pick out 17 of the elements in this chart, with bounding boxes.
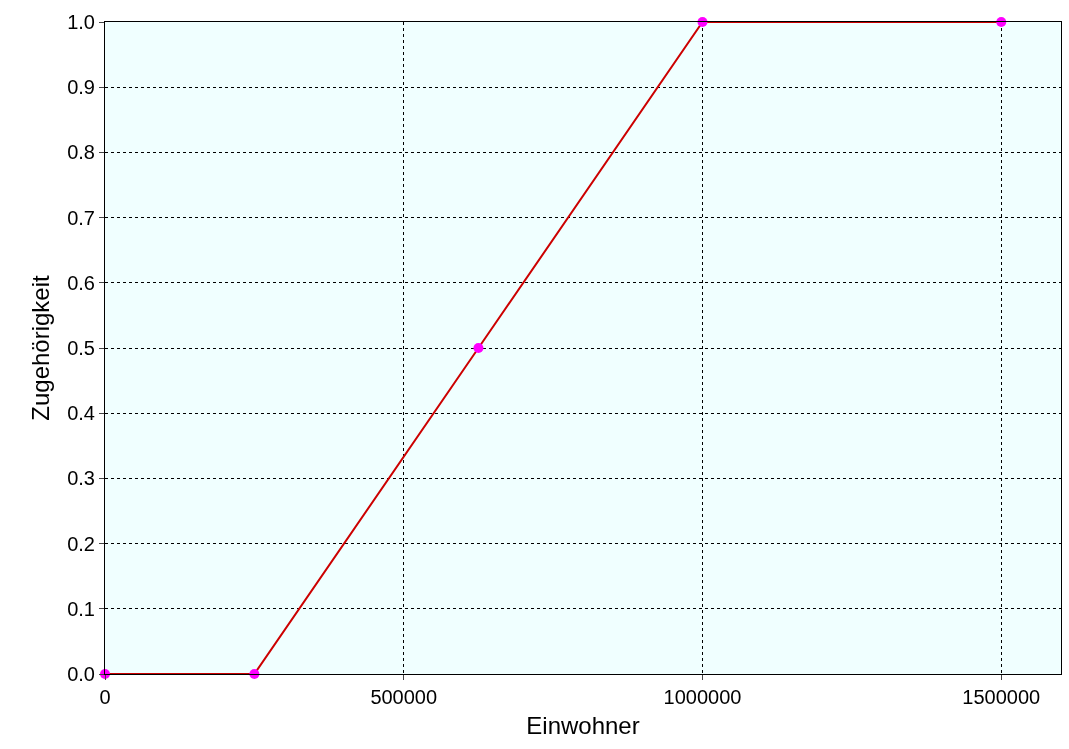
x-tick-label: 1000000 [663, 686, 742, 708]
x-axis-title: Einwohner [526, 712, 640, 740]
y-tick-label: 0.0 [67, 663, 95, 685]
x-tick-label: 500000 [370, 686, 438, 708]
y-tick-label: 0.2 [67, 532, 95, 555]
x-tick-label: 1500000 [962, 686, 1041, 708]
y-tick-label: 0.9 [67, 76, 95, 99]
y-tick-label: 0.4 [67, 402, 95, 425]
y-tick-label: 1.0 [67, 11, 95, 33]
y-tick-label: 0.6 [67, 271, 95, 294]
y-tick-label: 0.7 [67, 206, 95, 229]
y-tick-label: 0.3 [67, 467, 95, 490]
y-tick-label: 0.1 [67, 597, 95, 620]
y-axis-title: Zugehörigkeit [27, 274, 55, 421]
x-tick-label: 0 [99, 686, 111, 708]
y-tick-label: 0.8 [67, 141, 95, 164]
y-tick-label: 0.5 [67, 337, 95, 359]
